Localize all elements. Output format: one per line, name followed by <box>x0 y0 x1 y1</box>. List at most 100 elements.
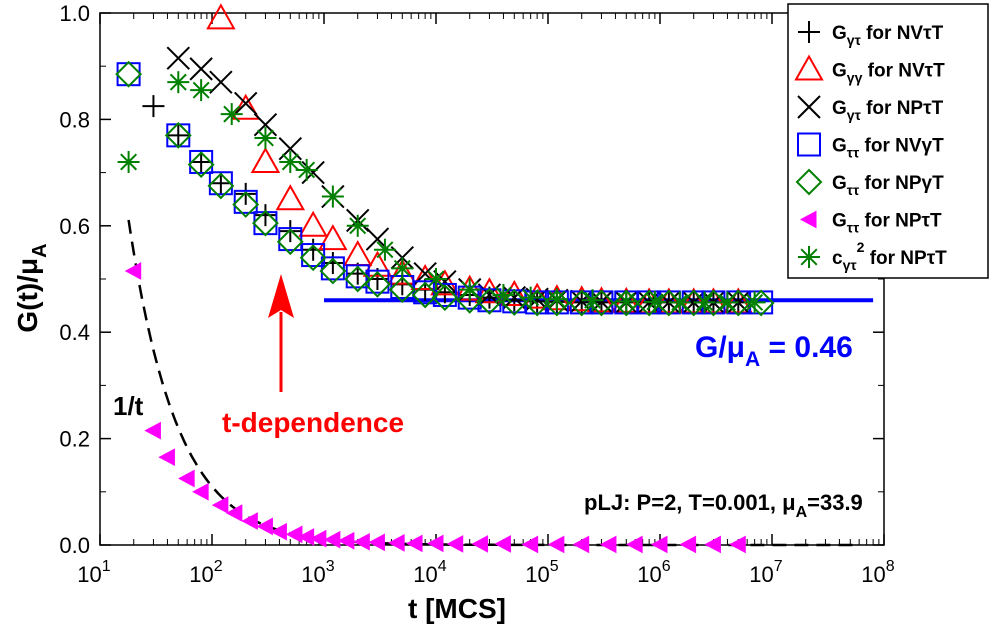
data-point-series-2 <box>275 184 305 211</box>
legend-marker-3 <box>797 95 821 119</box>
data-point-series-6 <box>679 535 697 554</box>
legend-marker-2 <box>794 54 824 81</box>
data-point-series-7 <box>117 150 140 173</box>
y-tick-label: 0.8 <box>59 107 90 132</box>
data-point-series-4 <box>413 280 438 305</box>
data-point-series-5 <box>476 287 503 315</box>
data-point-series-5 <box>207 172 235 200</box>
data-point-series-6 <box>426 534 444 553</box>
data-point-series-4 <box>189 149 214 174</box>
data-point-series-5 <box>115 60 143 88</box>
data-point-series-3 <box>433 269 457 294</box>
legend-entry-4: Gττ for NVγT <box>832 136 944 161</box>
data-point-series-6 <box>144 421 161 440</box>
x-tick-label: 104 <box>413 558 446 587</box>
data-point-series-5 <box>344 265 372 293</box>
data-point-series-1 <box>167 124 190 147</box>
data-point-series-6 <box>650 535 668 554</box>
data-point-series-2 <box>343 240 373 267</box>
data-point-series-6 <box>368 533 385 552</box>
data-point-series-6 <box>270 522 287 541</box>
x-tick-label: 103 <box>301 558 334 587</box>
data-point-series-4 <box>208 171 233 196</box>
data-point-series-5 <box>232 191 260 218</box>
data-point-series-2 <box>318 224 348 251</box>
data-point-series-1 <box>503 289 526 312</box>
data-point-series-3 <box>189 57 213 81</box>
data-point-series-1 <box>321 252 344 275</box>
data-point-series-6 <box>471 535 489 553</box>
data-point-series-2 <box>499 279 529 306</box>
data-point-series-5 <box>252 209 279 237</box>
legend-marker-1 <box>798 21 820 43</box>
data-point-series-7 <box>321 185 344 208</box>
data-point-series-5 <box>388 276 416 304</box>
data-point-series-7 <box>492 283 515 306</box>
data-point-series-6 <box>256 517 273 536</box>
data-point-series-7 <box>167 71 190 94</box>
data-point-series-6 <box>729 535 746 554</box>
data-point-series-7 <box>668 291 691 314</box>
y-tick-label: 0.0 <box>59 533 90 558</box>
data-point-series-6 <box>405 534 423 553</box>
data-point-series-6 <box>626 535 643 554</box>
data-point-series-5 <box>276 228 304 256</box>
x-tick-label: 102 <box>189 558 222 587</box>
data-point-series-7 <box>425 268 447 290</box>
x-tick-label: 105 <box>525 558 558 587</box>
data-point-series-5 <box>411 281 439 309</box>
data-point-series-4 <box>116 62 141 87</box>
data-point-series-3 <box>166 46 190 70</box>
data-point-series-6 <box>599 535 617 554</box>
data-point-series-7 <box>581 289 604 312</box>
data-point-series-7 <box>346 214 369 237</box>
data-point-series-3 <box>589 290 614 314</box>
data-point-series-2 <box>387 258 417 285</box>
plateau-annotation: G/μA = 0.46 <box>695 331 853 371</box>
t-dependence-arrow <box>268 274 294 392</box>
data-point-series-5 <box>612 289 640 317</box>
data-point-series-6 <box>124 262 142 280</box>
data-point-series-2 <box>410 263 440 290</box>
x-axis-title: t [MCS] <box>408 593 506 624</box>
data-point-series-5 <box>431 284 459 312</box>
data-point-series-6 <box>192 482 209 501</box>
data-point-series-7 <box>220 103 243 126</box>
legend-entry-6: Gττ for NPτT <box>832 211 942 236</box>
y-tick-label: 1.0 <box>59 1 90 26</box>
legend-entry-3: Gγτ for NPτT <box>832 98 944 123</box>
data-point-series-7 <box>373 238 396 261</box>
data-point-series-3 <box>209 70 233 94</box>
legend-marker-5 <box>795 168 823 196</box>
legend-marker-7 <box>798 246 820 268</box>
data-point-series-6 <box>241 512 258 530</box>
y-tick-label: 0.2 <box>59 427 90 452</box>
data-point-series-6 <box>494 535 511 553</box>
parameters-annotation: pLJ: P=2, T=0.001, μA=33.9 <box>584 490 863 521</box>
data-point-series-7 <box>615 290 638 313</box>
data-point-series-6 <box>211 496 229 514</box>
data-point-series-5 <box>319 257 347 285</box>
data-point-series-7 <box>743 291 766 314</box>
data-point-series-7 <box>279 150 302 173</box>
data-point-series-5 <box>568 289 596 317</box>
data-point-series-7 <box>391 257 414 280</box>
y-tick-label: 0.4 <box>59 320 90 345</box>
legend: Gγτ for NVτT Gγγ for NVτT Gγτ for NPτT Gττ … <box>787 3 989 279</box>
y-tick-label: 0.6 <box>59 214 90 239</box>
legend-entry-5: Gττ for NPγT <box>832 173 944 198</box>
data-point-series-6 <box>388 534 405 552</box>
data-point-series-3 <box>301 160 325 185</box>
data-point-series-6 <box>285 525 303 544</box>
data-point-series-4 <box>345 264 370 289</box>
data-point-series-5 <box>299 244 327 272</box>
y-axis-title: G(t)/μA <box>12 243 51 332</box>
data-point-series-2 <box>474 277 505 304</box>
t-dependence-annotation: t-dependence <box>222 407 404 438</box>
data-point-series-4 <box>320 256 345 281</box>
plot-frame <box>99 12 885 546</box>
x-tick-label: 101 <box>77 558 110 587</box>
data-point-series-4 <box>301 243 326 268</box>
data-point-series-1 <box>209 172 232 195</box>
